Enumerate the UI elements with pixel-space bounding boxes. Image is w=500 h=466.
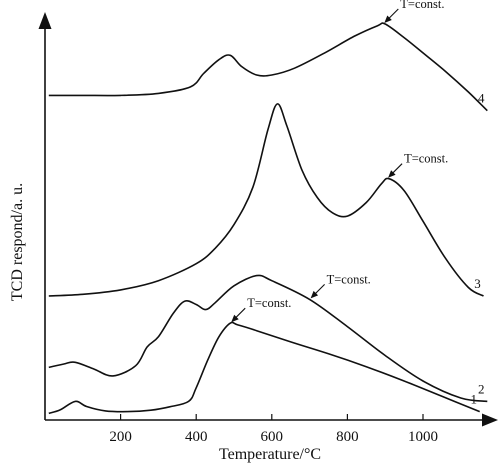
curve-number-label: 3 bbox=[474, 276, 481, 291]
annotation-arrowhead bbox=[388, 170, 396, 178]
x-ticks: 200 400 600 800 1000 bbox=[109, 414, 438, 445]
curve-1 bbox=[48, 321, 480, 415]
axes bbox=[38, 12, 498, 427]
curve-2 bbox=[48, 274, 488, 403]
annotation-label: T=const. bbox=[400, 0, 444, 11]
annotation-arrowhead bbox=[231, 314, 239, 323]
annotation-arrowhead bbox=[310, 290, 319, 299]
annotation-arrowhead bbox=[384, 15, 392, 23]
curve-number-label: 4 bbox=[478, 91, 485, 106]
x-tick-label: 1000 bbox=[408, 429, 438, 445]
annotation-label: T=const. bbox=[404, 152, 448, 166]
x-tick-label: 200 bbox=[109, 429, 132, 445]
curve-number-label: 2 bbox=[478, 381, 485, 396]
y-axis-title: TCD respond/a. u. bbox=[9, 183, 26, 301]
y-axis-arrow bbox=[38, 12, 52, 29]
x-tick-label: 600 bbox=[261, 429, 284, 445]
annotations: T=const. T=const. T=const. T=const. bbox=[231, 0, 448, 323]
curve-number-label: 1 bbox=[470, 392, 477, 407]
x-tick-label: 400 bbox=[185, 429, 208, 445]
annotation-label: T=const. bbox=[247, 296, 291, 310]
x-axis-arrow bbox=[482, 413, 498, 427]
x-axis-title: Temperature/°C bbox=[219, 446, 321, 463]
curves: 12 3 4 bbox=[48, 22, 488, 415]
x-tick-label: 800 bbox=[336, 429, 359, 445]
annotation-label: T=const. bbox=[327, 272, 371, 286]
curve-3 bbox=[48, 103, 484, 297]
curve-4 bbox=[48, 22, 488, 112]
